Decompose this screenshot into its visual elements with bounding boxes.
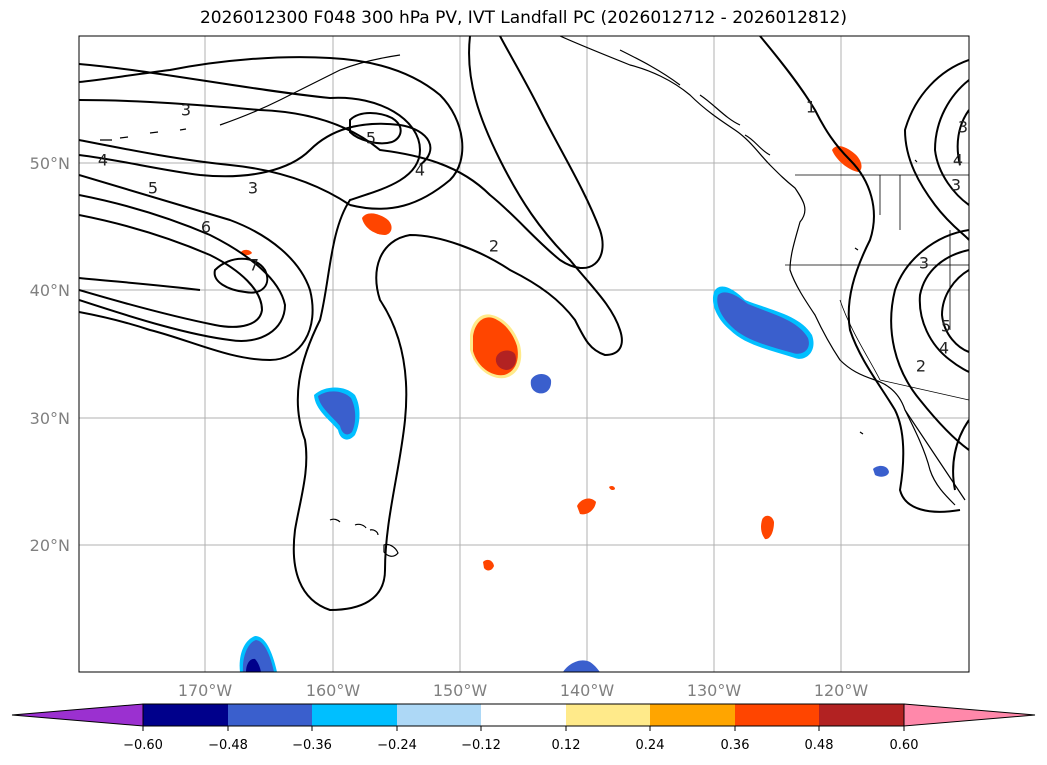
colorbar-tick-label: 0.60 xyxy=(890,738,919,753)
contour-label: 6 xyxy=(201,218,211,237)
contour-label: 2 xyxy=(489,237,499,256)
contour-label: 4 xyxy=(939,339,949,358)
colorbar-segment xyxy=(143,704,228,726)
contour-label: 5 xyxy=(366,129,376,148)
pv-contour-labels: 3 4 5 3 6 7 5 4 2 1 3 4 3 5 4 2 3 xyxy=(98,98,968,376)
latitude-labels: 50°N 40°N 30°N 20°N xyxy=(30,154,70,555)
colorbar-segment xyxy=(566,704,650,726)
colorbar-segment xyxy=(481,704,566,726)
lon-label: 120°W xyxy=(814,681,869,700)
colorbar-tick-label: −0.12 xyxy=(461,738,501,753)
coastlines xyxy=(100,36,969,557)
contour-label: 3 xyxy=(951,176,961,195)
map-frame xyxy=(78,35,970,673)
colorbar-tick-label: −0.24 xyxy=(377,738,417,753)
contour-label: 4 xyxy=(98,151,108,170)
lon-label: 130°W xyxy=(687,681,742,700)
colorbar-segment xyxy=(650,704,735,726)
lat-label: 40°N xyxy=(30,281,70,300)
colorbar-tick-label: 0.36 xyxy=(721,738,750,753)
colorbar-extend-max xyxy=(903,703,1036,727)
lat-label: 50°N xyxy=(30,154,70,173)
contour-label: 1 xyxy=(806,98,816,117)
colorbar-tick-label: 0.24 xyxy=(636,738,665,753)
lon-label: 150°W xyxy=(433,681,488,700)
contour-label: 3 xyxy=(181,101,191,120)
lon-label: 140°W xyxy=(560,681,615,700)
colorbar-segment xyxy=(735,704,819,726)
colorbar-tick-label: 0.48 xyxy=(805,738,834,753)
colorbar-segment xyxy=(819,704,904,726)
contour-label: 3 xyxy=(248,179,258,198)
ivt-shading xyxy=(239,146,889,672)
colorbar-ticks xyxy=(142,726,905,731)
contour-label: 4 xyxy=(953,151,963,170)
lon-label: 170°W xyxy=(178,681,233,700)
colorbar-tick-label: 0.12 xyxy=(552,738,581,753)
colorbar-extend-min xyxy=(11,703,144,727)
contour-label: 5 xyxy=(941,317,951,336)
colorbar-tick-label: −0.36 xyxy=(292,738,332,753)
colorbar-tick-label: −0.48 xyxy=(208,738,248,753)
longitude-labels: 170°W 160°W 150°W 140°W 130°W 120°W xyxy=(178,681,869,700)
contour-label: 4 xyxy=(415,161,425,180)
lat-label: 30°N xyxy=(30,409,70,428)
colorbar: −0.60 −0.48 −0.36 −0.24 −0.12 0.12 0.24 … xyxy=(11,703,1036,753)
colorbar-segment xyxy=(228,704,312,726)
colorbar-tick-label: −0.60 xyxy=(123,738,163,753)
lon-label: 160°W xyxy=(306,681,361,700)
lat-label: 20°N xyxy=(30,536,70,555)
contour-label: 2 xyxy=(916,357,926,376)
colorbar-segment xyxy=(312,704,397,726)
contour-label: 7 xyxy=(249,256,259,275)
pv-contours xyxy=(79,36,969,612)
contour-label: 3 xyxy=(919,254,929,273)
colorbar-segment xyxy=(397,704,481,726)
map-title: 2026012300 F048 300 hPa PV, IVT Landfall… xyxy=(199,8,847,28)
contour-label: 5 xyxy=(148,179,158,198)
gridlines xyxy=(79,36,969,672)
contour-label: 3 xyxy=(958,118,968,137)
